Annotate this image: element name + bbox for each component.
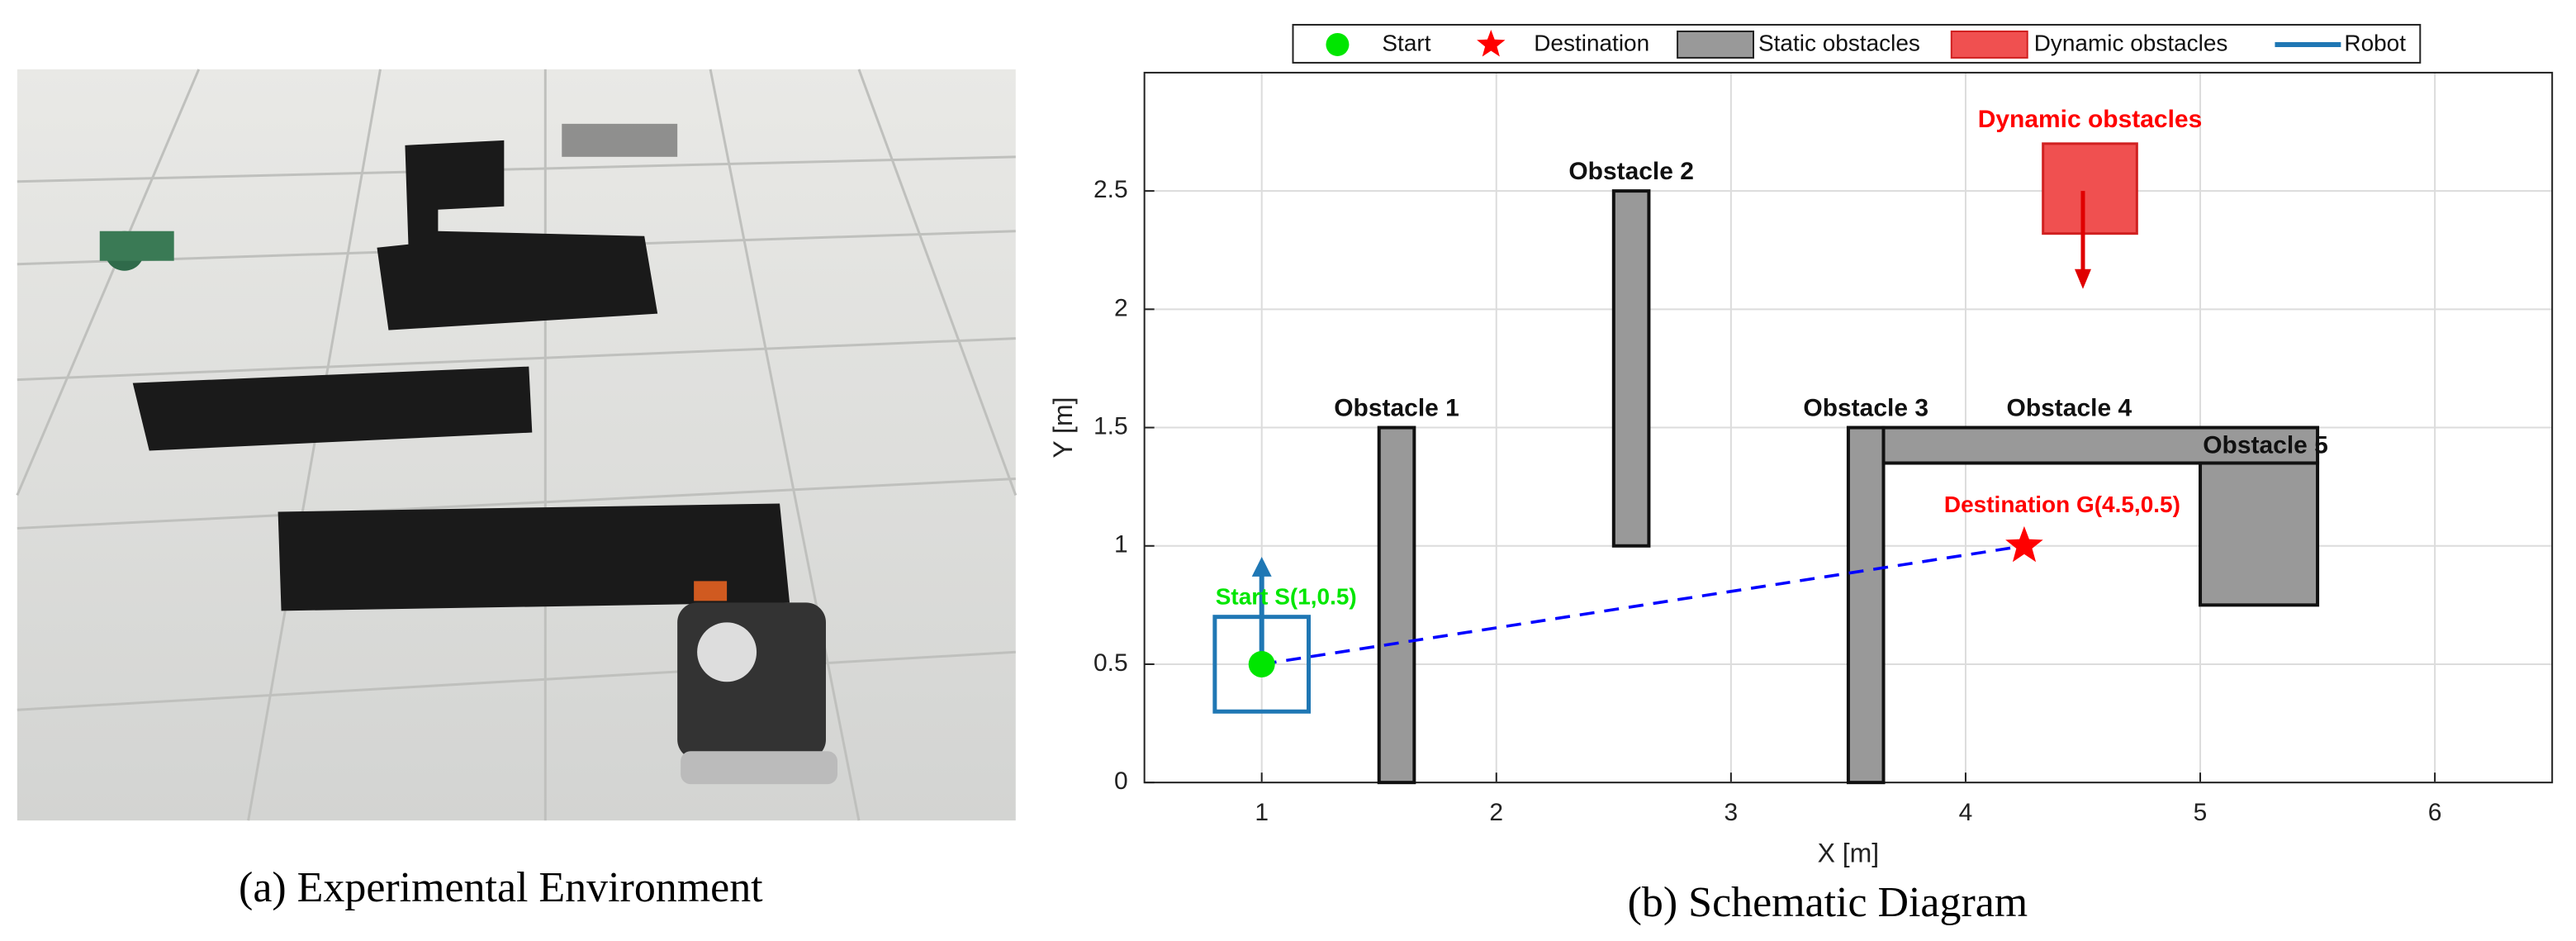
legend-marker <box>1950 30 2028 59</box>
schematic-chart: 1 2 3 4 5 6 0 0.5 1 1.5 2 2.5 X [m] Y [m] Obstacle 1 Ob… <box>1048 23 2554 868</box>
x-tick-label: 5 <box>2194 799 2208 826</box>
motion-arrow-head <box>2074 269 2091 289</box>
y-tick-label: 0.5 <box>1093 649 1128 677</box>
y-tick-label: 1.5 <box>1093 412 1128 440</box>
photo <box>16 69 1018 821</box>
planned-path <box>1261 544 2025 666</box>
static-obstacle <box>2199 461 2320 607</box>
robot-heading-head <box>1251 556 1272 577</box>
legend: Start Destination Static obstacles Dynamic … <box>1292 23 2422 64</box>
x-tick-label: 3 <box>1724 799 1739 826</box>
legend-label: Destination <box>1534 30 1649 55</box>
obstacle-label: Obstacle 2 <box>1568 158 1694 185</box>
legend-label: Static obstacles <box>1758 30 1920 55</box>
y-tick-label: 2 <box>1114 294 1128 321</box>
destination-point <box>2005 525 2043 563</box>
legend-marker <box>1677 30 1755 59</box>
y-tick-label: 2.5 <box>1093 176 1128 203</box>
legend-marker <box>1477 29 1506 57</box>
obstacle-label: Obstacle 3 <box>1803 394 1928 421</box>
y-tick-label: 0 <box>1114 768 1128 795</box>
legend-label: Dynamic obstacles <box>2034 30 2228 55</box>
static-obstacle <box>1611 189 1651 548</box>
static-obstacle <box>1846 425 1886 785</box>
legend-marker <box>1326 32 1350 56</box>
x-tick-label: 6 <box>2428 799 2442 826</box>
x-tick-label: 1 <box>1255 799 1269 826</box>
y-tick-label: 1 <box>1114 531 1128 558</box>
legend-box <box>1292 23 2422 64</box>
obstacle-label: Obstacle 1 <box>1334 394 1459 421</box>
dynamic-obstacle <box>2042 142 2138 235</box>
x-tick-label: 4 <box>1959 799 1973 826</box>
static-obstacle <box>1377 425 1416 785</box>
obstacle-label: Obstacle 5 <box>2203 431 2328 459</box>
obstacle-label: Obstacle 4 <box>2007 394 2132 421</box>
destination-label: Destination G(4.5,0.5) <box>1944 492 2180 517</box>
legend-label: Robot <box>2344 30 2406 55</box>
static-obstacle <box>1881 425 2320 465</box>
caption-b: (b) Schematic Diagram <box>1628 879 2028 926</box>
x-axis-label: X [m] <box>1818 839 1880 868</box>
x-tick-label: 2 <box>1489 799 1503 826</box>
y-axis-label: Y [m] <box>1048 397 1078 459</box>
start-label: Start S(1,0.5) <box>1216 583 1357 609</box>
dynamic-label: Dynamic obstacles <box>1978 106 2203 133</box>
legend-label: Start <box>1382 30 1430 55</box>
start-point <box>1248 650 1275 677</box>
caption-a: (a) Experimental Environment <box>239 864 763 911</box>
